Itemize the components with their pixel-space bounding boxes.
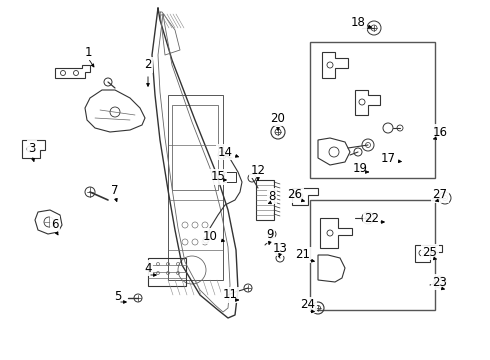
- Text: 9: 9: [266, 229, 274, 242]
- Text: 24: 24: [300, 298, 316, 311]
- Text: 13: 13: [272, 242, 288, 255]
- Text: 10: 10: [202, 230, 218, 243]
- Bar: [310, 42, 435, 178]
- Bar: [148, 258, 186, 286]
- Text: 3: 3: [28, 141, 36, 154]
- Bar: [256, 180, 274, 220]
- Text: 1: 1: [84, 45, 92, 58]
- Text: 11: 11: [222, 288, 238, 302]
- Text: 14: 14: [218, 145, 232, 158]
- Text: 12: 12: [250, 163, 266, 176]
- Text: 15: 15: [211, 171, 225, 184]
- Bar: [172, 105, 218, 190]
- Text: 22: 22: [365, 211, 379, 225]
- Text: 23: 23: [433, 275, 447, 288]
- Text: 18: 18: [350, 15, 366, 28]
- Bar: [168, 95, 223, 280]
- Text: 2: 2: [144, 58, 152, 72]
- Text: 19: 19: [352, 162, 368, 175]
- Text: 25: 25: [422, 246, 438, 258]
- Text: 21: 21: [295, 248, 311, 261]
- Bar: [224, 172, 236, 182]
- Text: 4: 4: [144, 261, 152, 274]
- Text: 5: 5: [114, 289, 122, 302]
- Bar: [310, 200, 435, 310]
- Text: 27: 27: [433, 189, 447, 202]
- Text: 16: 16: [433, 126, 447, 139]
- Text: 7: 7: [111, 184, 119, 197]
- Text: 17: 17: [381, 152, 395, 165]
- Text: 20: 20: [270, 112, 286, 125]
- Text: 26: 26: [288, 189, 302, 202]
- Text: 6: 6: [51, 217, 59, 230]
- Text: 8: 8: [269, 189, 276, 202]
